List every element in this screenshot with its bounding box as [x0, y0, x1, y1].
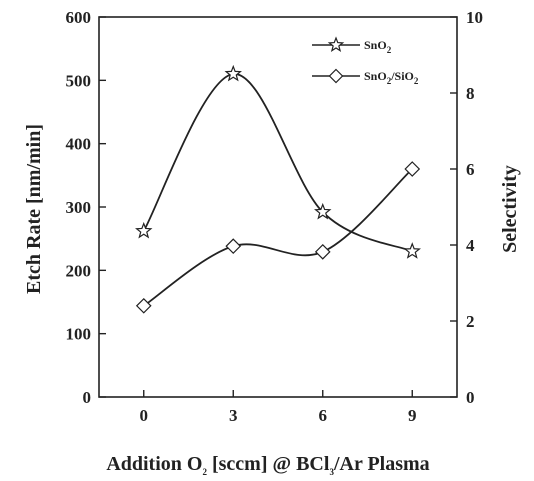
legend-diamond-marker: [328, 68, 344, 84]
y-axis-left-title: Etch Rate [nm/min]: [23, 124, 45, 294]
series-0-marker-2: [314, 202, 332, 220]
y-left-tick-label-5: 500: [66, 71, 92, 90]
x-tick-label-0: 0: [140, 406, 149, 425]
y-right-tick-label-1: 2: [466, 312, 475, 331]
series-0-marker-3: [403, 242, 421, 259]
y-left-tick-label-0: 0: [83, 388, 92, 407]
y-axis-right-title: Selectivity: [499, 165, 521, 253]
y-right-tick-label-5: 10: [466, 8, 483, 27]
series-markers: [135, 64, 421, 314]
series-line-1: [143, 168, 413, 307]
y-left-tick-label-3: 300: [66, 198, 92, 217]
series-1-marker-1: [225, 238, 242, 254]
legend: SnO2 SnO2/SiO2: [312, 36, 419, 86]
y-left-tick-label-6: 600: [66, 8, 92, 27]
series-1-marker-0: [135, 297, 152, 314]
x-axis-title: Addition O2 [sccm] @ BCl3/Ar Plasma: [106, 453, 429, 477]
series-0-marker-1: [224, 64, 242, 82]
series-1-marker-2: [314, 243, 331, 260]
y-right-tick-label-0: 0: [466, 388, 475, 407]
x-tick-label-2: 6: [319, 406, 328, 425]
legend-star-marker: [327, 36, 345, 53]
series-line-0: [142, 73, 413, 253]
x-tick-label-1: 3: [229, 406, 238, 425]
y-right-tick-label-3: 6: [466, 160, 475, 179]
series-lines: [142, 73, 413, 307]
y-left-tick-label-4: 400: [66, 135, 92, 154]
y-left-tick-label-1: 100: [66, 325, 92, 344]
legend-label-sno2-sio2: SnO2/SiO2: [364, 69, 419, 86]
x-tick-label-3: 9: [408, 406, 417, 425]
legend-label-sno2: SnO2: [364, 38, 392, 55]
y-right-tick-label-4: 8: [466, 84, 475, 103]
series-1-marker-3: [404, 161, 421, 177]
series-0-marker-0: [135, 221, 153, 239]
y-right-tick-label-2: 4: [466, 236, 475, 255]
y-left-tick-label-2: 200: [66, 261, 92, 280]
